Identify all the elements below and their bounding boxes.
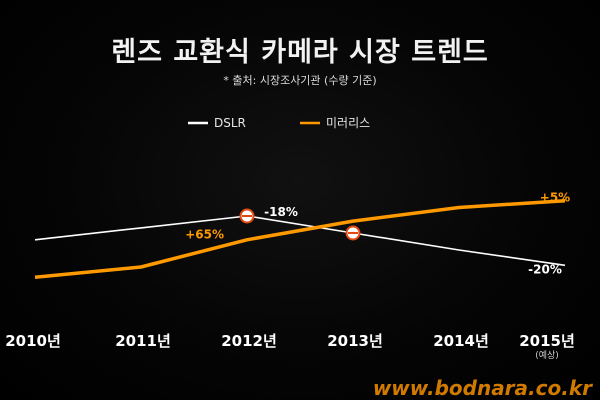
data-point-s1-2 [246, 239, 248, 241]
series-line-0 [34, 215, 566, 267]
x-tick-label-2: 2012년 [221, 332, 277, 350]
data-point-s1-3 [352, 220, 354, 222]
data-point-s0-5 [564, 265, 566, 267]
x-tick-label-5: 2015년 [519, 332, 575, 350]
legend-label-1: 미러리스 [326, 116, 370, 130]
annotation-3: -20% [528, 262, 562, 276]
data-point-s0-1 [140, 227, 142, 229]
data-point-s1-1 [140, 266, 142, 268]
x-tick-label-4: 2014년 [433, 332, 489, 350]
data-point-s0-0 [34, 239, 36, 241]
data-point-s0-4 [458, 249, 460, 251]
annotation-2: +5% [540, 191, 570, 205]
annotation-1: +65% [185, 228, 224, 242]
annotation-0: -18% [264, 205, 298, 219]
series-line-1 [34, 198, 566, 279]
x-tick-note-5: (예상) [535, 350, 559, 361]
x-tick-label-1: 2011년 [115, 332, 171, 350]
data-point-s1-0 [34, 276, 36, 278]
watermark: www.bodnara.co.kr [372, 376, 592, 400]
chart-title: 렌즈 교환식 카메라 시장 트렌드 [111, 37, 489, 68]
x-tick-label-0: 2010년 [5, 332, 61, 350]
source-note: * 출처: 시장조사기관 (수량 기준) [223, 74, 377, 87]
legend-label-0: DSLR [214, 116, 246, 130]
x-tick-label-3: 2013년 [327, 332, 383, 350]
data-point-s1-4 [458, 207, 460, 209]
